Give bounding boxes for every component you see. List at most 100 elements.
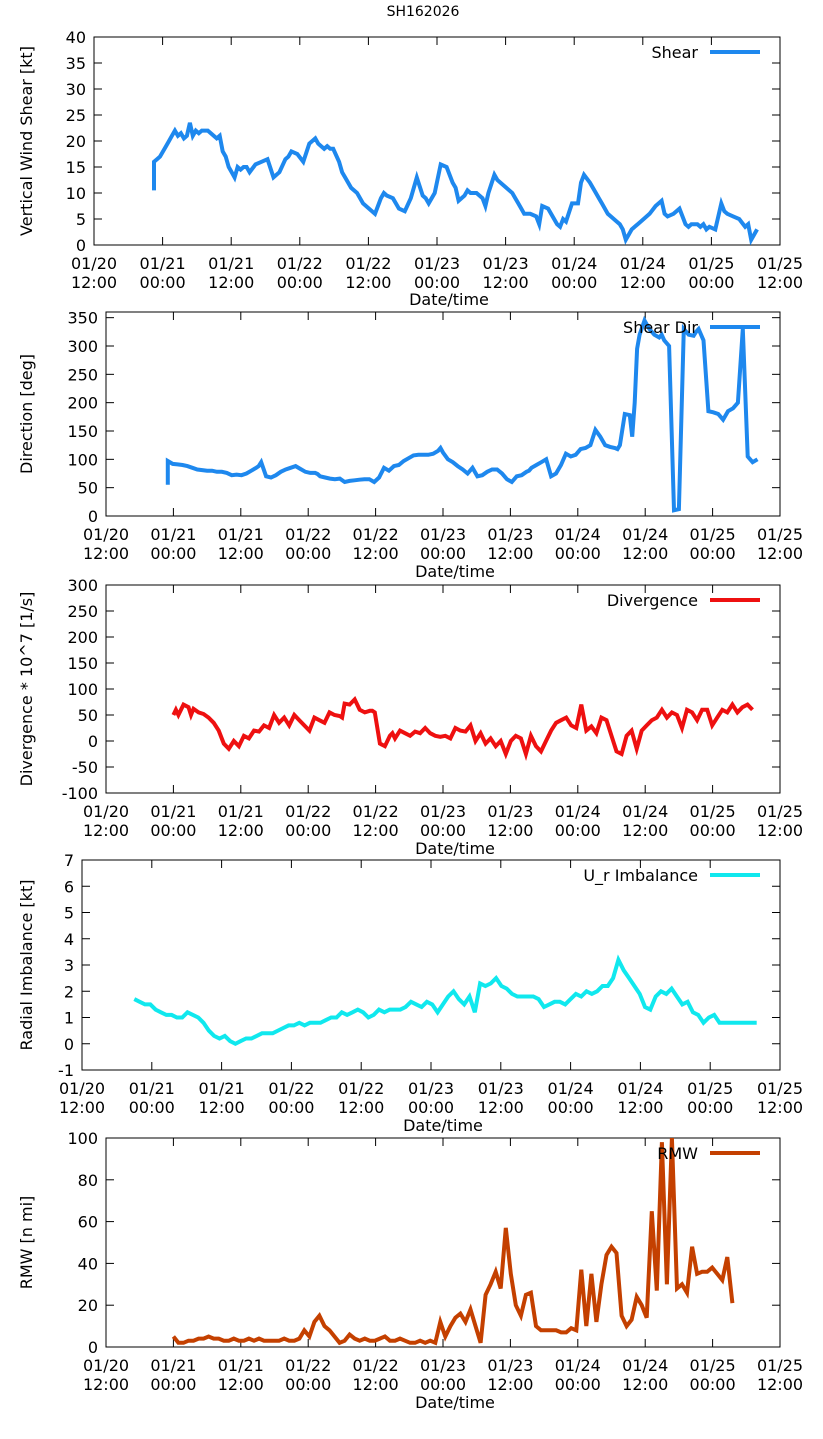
shear-series-line — [152, 122, 759, 245]
divergence-xtick-time: 00:00 — [690, 821, 736, 840]
divergence-xtick-date: 01/23 — [420, 802, 466, 821]
divergence-xtick-time: 12:00 — [218, 821, 264, 840]
ur_imbalance-xtick-date: 01/21 — [129, 1079, 175, 1098]
shear_dir-xtick-date: 01/24 — [555, 525, 601, 544]
rmw-legend-label: RMW — [657, 1144, 698, 1163]
rmw-xtick-date: 01/25 — [690, 1356, 736, 1375]
shear-xtick-date: 01/24 — [551, 254, 597, 273]
ur_imbalance-xtick-time: 00:00 — [548, 1098, 594, 1117]
shear-xtick-time: 12:00 — [71, 273, 117, 292]
divergence-ytick-label: 100 — [67, 680, 98, 699]
rmw-ytick-label: 80 — [78, 1171, 98, 1190]
panels: 051015202530354001/2012:0001/2100:0001/2… — [17, 28, 803, 1412]
shear-xtick-time: 12:00 — [483, 273, 529, 292]
shear_dir-xtick-date: 01/20 — [83, 525, 129, 544]
divergence-xtick-date: 01/25 — [690, 802, 736, 821]
ur_imbalance-chart: -10123456701/2012:0001/2100:0001/2112:00… — [17, 851, 803, 1135]
shear_dir-xtick-time: 00:00 — [690, 544, 736, 563]
shear-chart: 051015202530354001/2012:0001/2100:0001/2… — [17, 28, 803, 309]
ur_imbalance-ytick-label: 4 — [64, 930, 74, 949]
shear-ytick-label: 20 — [66, 132, 86, 151]
rmw-xtick-time: 12:00 — [487, 1375, 533, 1394]
divergence-xtick-date: 01/23 — [487, 802, 533, 821]
shear_dir-xtick-time: 12:00 — [83, 544, 129, 563]
shear_dir-legend-label: Shear Dir — [623, 318, 698, 337]
divergence-xtick-date: 01/22 — [353, 802, 399, 821]
ur_imbalance-ytick-label: -1 — [58, 1061, 74, 1080]
rmw-ylabel: RMW [n mi] — [17, 1196, 36, 1290]
shear-xtick-date: 01/22 — [277, 254, 323, 273]
shear_dir-ylabel: Direction [deg] — [17, 354, 36, 474]
rmw-xtick-time: 00:00 — [555, 1375, 601, 1394]
shear-ytick-label: 15 — [66, 158, 86, 177]
rmw-xtick-date: 01/21 — [150, 1356, 196, 1375]
shear_dir-xtick-time: 12:00 — [487, 544, 533, 563]
shear-ytick-label: 30 — [66, 80, 86, 99]
shear-xlabel: Date/time — [409, 290, 489, 309]
shear-xtick-time: 00:00 — [688, 273, 734, 292]
rmw-xtick-time: 12:00 — [757, 1375, 803, 1394]
divergence-xtick-date: 01/24 — [622, 802, 668, 821]
shear_dir-series-line — [165, 315, 759, 513]
shear_dir-ytick-label: 100 — [67, 450, 98, 469]
shear_dir-xtick-time: 12:00 — [622, 544, 668, 563]
rmw-plot-frame — [105, 1137, 781, 1348]
ur_imbalance-xtick-time: 00:00 — [268, 1098, 314, 1117]
rmw-xtick-time: 12:00 — [353, 1375, 399, 1394]
shear_dir-xtick-date: 01/23 — [487, 525, 533, 544]
divergence-xtick-time: 12:00 — [622, 821, 668, 840]
shear-xtick-time: 00:00 — [140, 273, 186, 292]
shear_dir-ytick-label: 350 — [67, 309, 98, 328]
ur_imbalance-xtick-time: 12:00 — [338, 1098, 384, 1117]
shear_dir-xtick-date: 01/22 — [353, 525, 399, 544]
divergence-xtick-time: 00:00 — [150, 821, 196, 840]
shear_dir-xtick-time: 00:00 — [420, 544, 466, 563]
shear_dir-xtick-time: 12:00 — [218, 544, 264, 563]
shear-xtick-date: 01/23 — [483, 254, 529, 273]
ur_imbalance-ytick-label: 5 — [64, 904, 74, 923]
ur_imbalance-xtick-time: 00:00 — [129, 1098, 175, 1117]
ur_imbalance-xtick-time: 00:00 — [408, 1098, 454, 1117]
shear_dir-ytick-label: 250 — [67, 365, 98, 384]
ur_imbalance-ylabel: Radial Imbalance [kt] — [17, 880, 36, 1051]
rmw-ytick-label: 60 — [78, 1213, 98, 1232]
shear-plot-frame — [93, 36, 781, 246]
ur_imbalance-ytick-label: 1 — [64, 1009, 74, 1028]
rmw-xlabel: Date/time — [415, 1393, 495, 1412]
ur_imbalance-xtick-date: 01/25 — [757, 1079, 803, 1098]
shear-xtick-time: 12:00 — [620, 273, 666, 292]
ur_imbalance-xlabel: Date/time — [403, 1116, 483, 1135]
divergence-xtick-time: 12:00 — [83, 821, 129, 840]
shear-ytick-label: 40 — [66, 28, 86, 47]
shear-xtick-date: 01/21 — [208, 254, 254, 273]
shear_dir-ytick-label: 300 — [67, 337, 98, 356]
divergence-xtick-time: 12:00 — [487, 821, 533, 840]
divergence-xtick-date: 01/21 — [218, 802, 264, 821]
divergence-ylabel: Divergence * 10^7 [1/s] — [17, 592, 36, 787]
divergence-xtick-date: 01/20 — [83, 802, 129, 821]
rmw-series-line — [171, 1138, 735, 1346]
shear_dir-xtick-time: 00:00 — [285, 544, 331, 563]
ur_imbalance-xtick-date: 01/22 — [338, 1079, 384, 1098]
rmw-ytick-label: 20 — [78, 1296, 98, 1315]
rmw-xtick-time: 12:00 — [622, 1375, 668, 1394]
rmw-xtick-date: 01/25 — [757, 1356, 803, 1375]
shear_dir-xtick-date: 01/23 — [420, 525, 466, 544]
shear_dir-xlabel: Date/time — [415, 562, 495, 581]
rmw-xtick-time: 12:00 — [218, 1375, 264, 1394]
shear-xtick-date: 01/20 — [71, 254, 117, 273]
ur_imbalance-ytick-label: 0 — [64, 1035, 74, 1054]
ur_imbalance-xtick-time: 12:00 — [478, 1098, 524, 1117]
shear_dir-xtick-time: 12:00 — [757, 544, 803, 563]
shear-ylabel: Vertical Wind Shear [kt] — [17, 46, 36, 236]
ur_imbalance-xtick-date: 01/23 — [408, 1079, 454, 1098]
divergence-series-line — [171, 695, 754, 762]
shear-xtick-date: 01/25 — [688, 254, 734, 273]
rmw-xtick-date: 01/24 — [622, 1356, 668, 1375]
divergence-chart: -100-5005010015020025030001/2012:0001/21… — [17, 576, 803, 858]
divergence-ytick-label: 0 — [88, 732, 98, 751]
shear_dir-chart: 05010015020025030035001/2012:0001/2100:0… — [17, 309, 803, 581]
shear-xtick-time: 00:00 — [551, 273, 597, 292]
rmw-xtick-time: 00:00 — [690, 1375, 736, 1394]
